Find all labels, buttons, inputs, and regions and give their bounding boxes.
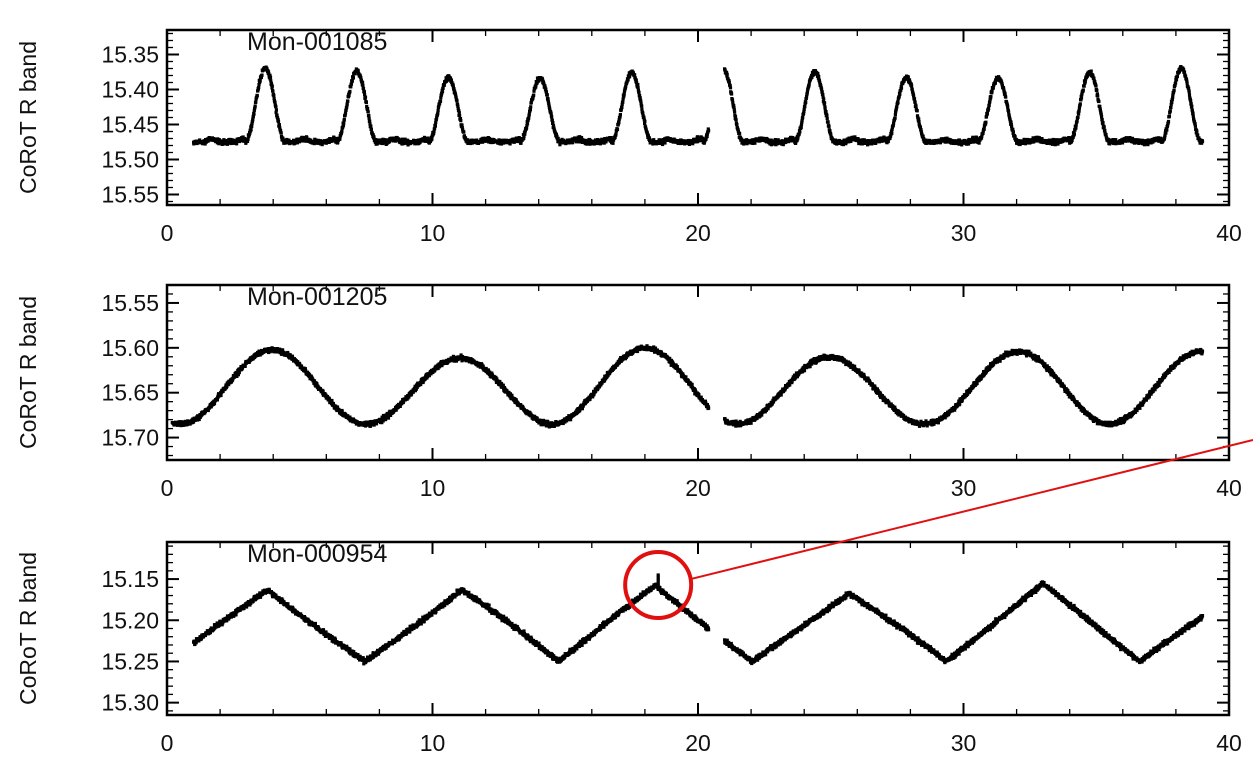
light-curve-panel-2: 0 10 20 30 40 15.55 15.60 15.65 15.70 CoRoT R ban…: [15, 283, 1242, 501]
x-tick-label: 40: [1216, 730, 1242, 756]
x-tick-label: 20: [685, 475, 711, 501]
star-name-label: Mon-001205: [247, 283, 387, 311]
star-name-label: Mon-001085: [247, 28, 387, 56]
x-tick-label: 0: [161, 220, 174, 246]
x-tick-label: 0: [161, 475, 174, 501]
y-tick-label: 15.50: [101, 147, 159, 173]
x-tick-label: 20: [685, 730, 711, 756]
star-name-label: Mon-000954: [247, 540, 387, 568]
x-tick-label: 30: [951, 220, 977, 246]
y-tick-label: 15.35: [101, 42, 159, 68]
flare-pointer-line: [690, 439, 1253, 580]
y-tick-label: 15.65: [101, 380, 159, 406]
y-axis-label: CoRoT R band: [15, 41, 41, 194]
y-tick-label: 15.55: [101, 182, 159, 208]
light-curve-panel-3: 0 10 20 30 40 15.15 15.20 15.25 15.30 CoRoT R ban…: [15, 439, 1253, 756]
x-tick-label: 10: [420, 475, 446, 501]
y-tick-label: 15.55: [101, 290, 159, 316]
flare-highlight-circle: [623, 549, 694, 620]
x-tick-label: 40: [1216, 220, 1242, 246]
y-tick-label: 15.60: [101, 335, 159, 361]
light-curve-panel-1: 0 10 20 30 40 15.35 15.40 15.45 15.50 15.55 CoRoT …: [15, 28, 1242, 246]
y-tick-label: 15.25: [101, 648, 159, 674]
x-tick-label: 30: [951, 475, 977, 501]
x-tick-label: 0: [161, 730, 174, 756]
y-tick-label: 15.45: [101, 112, 159, 138]
plot-frame-2: [165, 283, 1231, 462]
data-points-1: [192, 65, 1205, 147]
data-points-3: [192, 573, 1205, 666]
y-tick-label: 15.15: [101, 566, 159, 592]
x-tick-label: 20: [685, 220, 711, 246]
y-tick-label: 15.70: [101, 425, 159, 451]
y-axis-label: CoRoT R band: [15, 296, 41, 449]
y-tick-label: 15.40: [101, 77, 159, 103]
x-tick-label: 10: [420, 220, 446, 246]
x-tick-label: 10: [420, 730, 446, 756]
plot-frame-1: [165, 28, 1231, 207]
x-tick-label: 40: [1216, 475, 1242, 501]
y-tick-label: 15.30: [101, 690, 159, 716]
y-tick-label: 15.20: [101, 607, 159, 633]
data-points-2: [170, 344, 1205, 429]
y-axis-label: CoRoT R band: [15, 552, 41, 705]
x-tick-label: 30: [951, 730, 977, 756]
